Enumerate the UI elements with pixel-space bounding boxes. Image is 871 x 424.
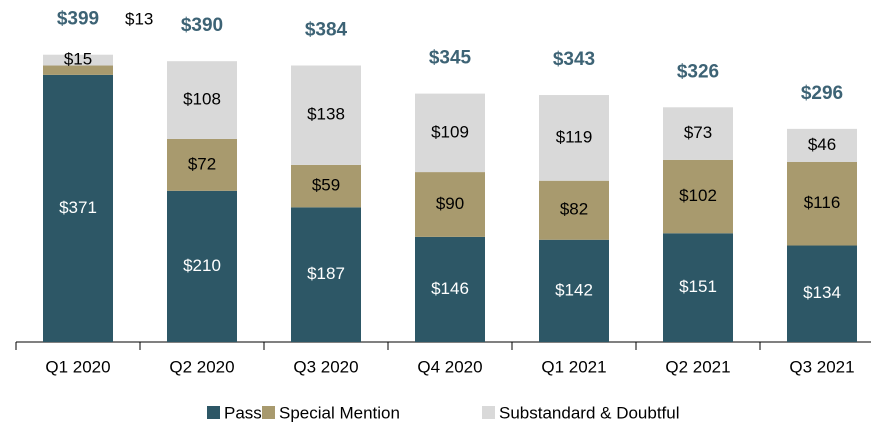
data-label: $59 <box>312 176 340 195</box>
data-label: $146 <box>431 279 469 298</box>
bar-segment <box>787 128 857 162</box>
total-label: $296 <box>801 83 843 104</box>
data-label: $187 <box>307 264 345 283</box>
total-label: $390 <box>181 15 223 36</box>
bar-segment <box>539 239 609 342</box>
bar-segment <box>787 245 857 342</box>
total-label: $343 <box>553 49 595 70</box>
data-label: $116 <box>804 193 841 212</box>
data-label: $142 <box>555 280 593 299</box>
data-label: $151 <box>679 277 717 296</box>
bar-segment <box>167 61 237 139</box>
data-label: $102 <box>679 186 717 205</box>
total-label: $384 <box>305 20 348 41</box>
data-label: $109 <box>431 122 469 141</box>
legend-label: Substandard & Doubtful <box>499 403 680 422</box>
bar-segment <box>539 180 609 240</box>
data-label: $108 <box>183 90 221 109</box>
data-label: $15 <box>64 50 92 69</box>
legend-swatch <box>262 406 275 419</box>
legend-swatch <box>482 406 495 419</box>
data-label: $72 <box>188 154 216 173</box>
bar-segment <box>43 65 113 75</box>
x-tick-label: Q2 2021 <box>665 357 730 376</box>
x-tick-label: Q3 2021 <box>789 357 854 376</box>
bar-segment <box>167 190 237 342</box>
x-tick-label: Q4 2020 <box>417 357 482 376</box>
bar-segment <box>167 138 237 191</box>
data-label: $134 <box>803 283 841 302</box>
bar-segment <box>787 162 857 246</box>
bar-segment <box>663 159 733 234</box>
data-label: $138 <box>307 105 345 124</box>
total-label: $345 <box>429 48 472 69</box>
data-label: $13 <box>125 9 153 28</box>
legend-label: Special Mention <box>279 403 400 422</box>
legend-swatch <box>207 406 220 419</box>
bar-segment <box>415 93 485 173</box>
legend-label: Pass <box>224 403 262 422</box>
data-label: $46 <box>808 135 836 154</box>
data-label: $73 <box>684 123 712 142</box>
data-label: $82 <box>560 200 588 219</box>
bar-segment <box>291 164 361 208</box>
x-tick-label: Q1 2021 <box>541 357 606 376</box>
bar-segment <box>43 54 113 66</box>
bar-segment <box>291 207 361 342</box>
x-tick-label: Q2 2020 <box>169 357 234 376</box>
x-tick-label: Q1 2020 <box>45 357 110 376</box>
total-label: $326 <box>677 61 719 82</box>
bar-segment <box>539 95 609 181</box>
x-tick-label: Q3 2020 <box>293 357 358 376</box>
data-label: $210 <box>183 256 221 275</box>
bar-segment <box>663 233 733 342</box>
bar-segment <box>415 236 485 342</box>
data-label: $119 <box>556 127 593 146</box>
bar-segment <box>663 107 733 160</box>
bar-segment <box>415 172 485 237</box>
bar-segment <box>291 65 361 165</box>
data-label: $371 <box>59 198 97 217</box>
total-label: $399 <box>57 9 99 30</box>
bar-segment <box>43 74 113 342</box>
data-label: $90 <box>436 194 464 213</box>
